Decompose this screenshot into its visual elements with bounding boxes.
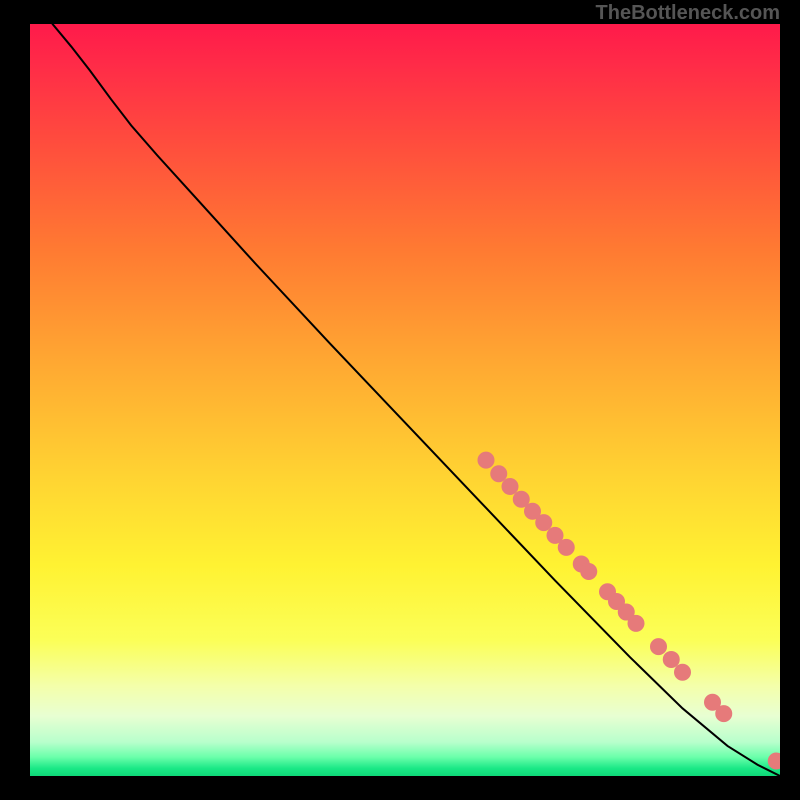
- watermark-text: TheBottleneck.com: [596, 2, 780, 25]
- marker-point: [536, 515, 552, 531]
- marker-point: [768, 753, 780, 769]
- chart-container: TheBottleneck.com: [0, 0, 800, 800]
- marker-point: [581, 563, 597, 579]
- plot-area: [30, 24, 780, 776]
- marker-point: [513, 491, 529, 507]
- marker-point: [547, 527, 563, 543]
- marker-point: [502, 478, 518, 494]
- chart-overlay: [30, 24, 780, 776]
- marker-group: [478, 452, 780, 769]
- marker-point: [558, 539, 574, 555]
- marker-point: [663, 651, 679, 667]
- marker-point: [716, 706, 732, 722]
- marker-point: [628, 615, 644, 631]
- marker-point: [651, 639, 667, 655]
- marker-point: [675, 664, 691, 680]
- marker-point: [478, 452, 494, 468]
- marker-point: [491, 466, 507, 482]
